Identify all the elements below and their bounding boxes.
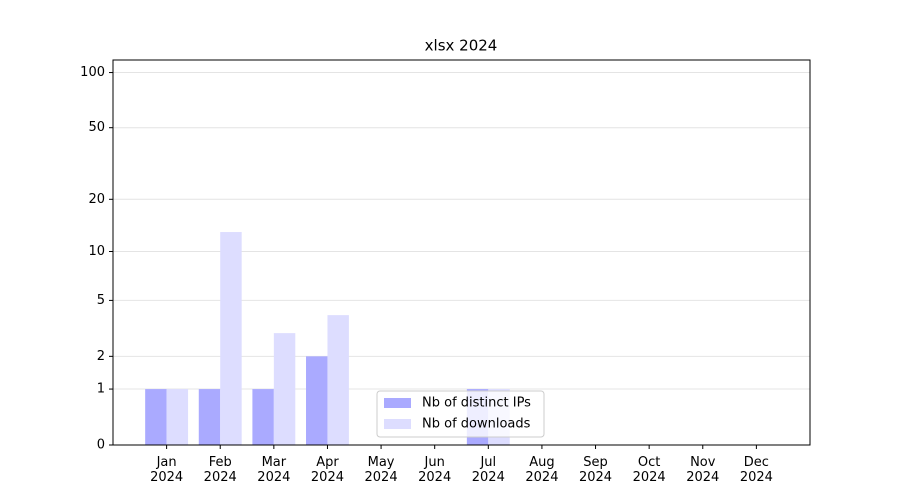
x-tick-label: Oct 2024 <box>633 455 666 485</box>
x-tick-label: Jan 2024 <box>150 455 183 485</box>
plot-frame <box>112 59 811 446</box>
x-tick-label: Mar 2024 <box>257 455 290 485</box>
chart-title: xlsx 2024 <box>425 37 498 55</box>
x-tick-label: Apr 2024 <box>311 455 344 485</box>
y-tick-label: 2 <box>97 349 105 364</box>
y-tick-label: 100 <box>80 65 105 80</box>
legend-label: Nb of distinct IPs <box>422 396 531 411</box>
x-tick-label: Sep 2024 <box>579 455 612 485</box>
y-tick-label: 0 <box>97 438 105 453</box>
legend-swatch <box>384 398 411 408</box>
y-tick-label: 1 <box>97 382 105 397</box>
legend-swatch <box>384 419 411 429</box>
x-tick-label: Feb 2024 <box>204 455 237 485</box>
legend-box <box>376 390 545 438</box>
y-tick-label: 10 <box>88 244 105 259</box>
x-tick-label: May 2024 <box>365 455 398 485</box>
legend-label: Nb of downloads <box>422 417 531 432</box>
bar <box>327 315 349 445</box>
bar <box>306 356 328 445</box>
x-tick-label: Jul 2024 <box>472 455 505 485</box>
bar <box>252 389 274 445</box>
y-tick-label: 20 <box>88 192 105 207</box>
bar <box>166 389 189 445</box>
bar <box>220 232 242 445</box>
x-tick-label: Nov 2024 <box>686 455 719 485</box>
legend: Nb of distinct IPs Nb of downloads <box>376 390 545 438</box>
bar <box>198 389 221 445</box>
x-tick-label: Jun 2024 <box>418 455 451 485</box>
y-tick-label: 5 <box>97 293 105 308</box>
x-tick-label: Aug 2024 <box>525 455 558 485</box>
bar <box>273 333 296 445</box>
bar <box>145 389 167 445</box>
x-tick-label: Dec 2024 <box>740 455 773 485</box>
y-tick-label: 50 <box>88 120 105 135</box>
